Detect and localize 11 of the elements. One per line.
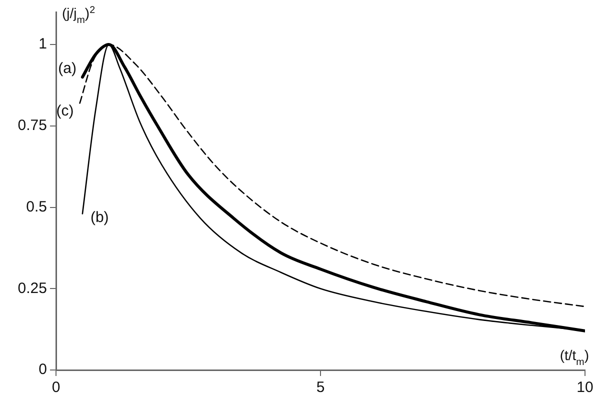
x-tick-label: 0 [52,379,60,396]
series-label: (b) [90,208,109,226]
series-label: (a) [58,60,76,78]
x-tick-label: 5 [316,379,325,396]
x-tick-label: 10 [576,379,594,396]
y-tick-label: 1 [38,36,47,53]
y-tick-label: 0 [38,361,47,378]
y-tick-label: 0.75 [18,117,47,134]
y-tick-label: 0.5 [26,198,47,216]
y-tick-label: 0.25 [18,280,47,297]
series-label: (c) [56,102,74,120]
